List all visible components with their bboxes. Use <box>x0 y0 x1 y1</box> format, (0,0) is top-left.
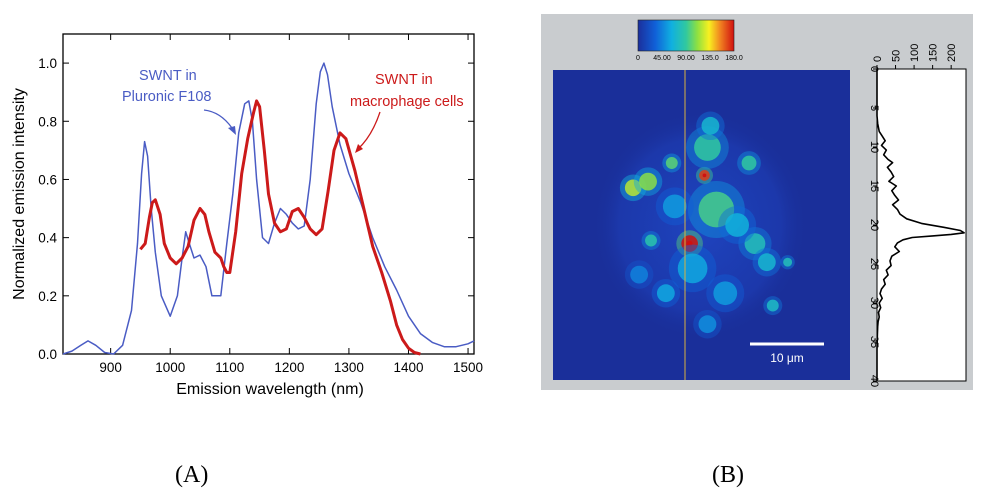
profile-x-tick-label: 200 <box>946 44 958 62</box>
fluorescent-spot <box>701 116 720 135</box>
series-line-macrophage <box>139 99 421 356</box>
x-tick-label: 1400 <box>393 360 423 375</box>
fluorescent-spot <box>694 134 721 161</box>
x-tick-label: 1200 <box>274 360 304 375</box>
annotation-macrophage-arrowhead <box>355 144 363 153</box>
line-profile-plot: 0 50 100 150 200 0 5 10 15 20 25 30 35 40 <box>868 44 967 387</box>
profile-y-tick-label: 0 <box>868 66 880 72</box>
profile-y-tick-label: 30 <box>868 297 880 309</box>
fluorescent-spot <box>698 315 717 334</box>
profile-x-tick-label: 150 <box>928 44 940 62</box>
fluorescent-spot <box>645 234 657 247</box>
profile-y-tick-label: 35 <box>868 336 880 348</box>
fluorescent-spot <box>744 233 766 254</box>
profile-frame <box>876 68 967 382</box>
profile-y-tick-label: 25 <box>868 258 880 270</box>
profile-x-tick-label: 0 <box>872 56 884 62</box>
colorbar-gradient <box>637 19 735 52</box>
caption-panel-a: (A) <box>175 462 209 488</box>
y-tick-label: 0.6 <box>38 172 57 187</box>
scale-bar-label: 10 μm <box>770 351 804 365</box>
x-tick-label: 1000 <box>155 360 185 375</box>
profile-x-tick-label: 100 <box>909 44 921 62</box>
fluorescent-spot <box>698 191 735 228</box>
annotation-pluronic-line1: SWNT in <box>139 68 197 84</box>
fluorescent-spot <box>656 284 675 303</box>
y-axis-label: Normalized emission intensity <box>11 88 28 300</box>
fluorescent-spot <box>783 257 793 267</box>
profile-y-tick-label: 20 <box>868 219 880 231</box>
fluorescent-spot <box>639 172 657 191</box>
colorbar-tick-label: 0 <box>636 55 640 62</box>
x-tick-label: 1500 <box>453 360 483 375</box>
panel-a-chart: 900 1000 1100 1200 1300 1400 1500 0.0 0.2 0.4 0.6… <box>11 33 483 398</box>
fluorescent-spot <box>624 179 642 197</box>
y-tick-label: 0.0 <box>38 347 57 362</box>
profile-y-tick-label: 5 <box>868 105 880 111</box>
fluorescent-spot <box>766 299 779 312</box>
y-axis-ticks: 0.0 0.2 0.4 0.6 0.8 1.0 <box>38 56 474 362</box>
fluorescent-spot <box>630 265 649 284</box>
profile-x-ticks: 0 50 100 150 200 <box>872 44 958 69</box>
plot-frame <box>62 33 475 355</box>
fluorescent-spot-core <box>702 173 707 178</box>
y-tick-label: 0.2 <box>38 289 57 304</box>
colorbar-tick-label: 180.0 <box>725 55 743 62</box>
x-axis-label: Emission wavelength (nm) <box>176 381 364 398</box>
annotation-macrophage-arrow <box>357 111 381 150</box>
profile-curve <box>876 69 965 381</box>
fluorescent-spot <box>741 155 757 171</box>
fluorescence-map: 10 μm <box>553 70 850 380</box>
x-tick-label: 900 <box>99 360 122 375</box>
colorbar-tick-label: 45.00 <box>653 55 671 62</box>
annotation-macrophage-line1: SWNT in <box>375 72 433 88</box>
profile-line <box>876 69 965 381</box>
profile-x-tick-label: 50 <box>891 50 903 62</box>
fluorescent-spot <box>677 253 708 284</box>
annotation-macrophage-line2: macrophage cells <box>350 94 464 110</box>
colorbar-ticks: 0 45.00 90.00 135.0 180.0 <box>636 55 743 62</box>
series-lines <box>62 62 475 356</box>
fluorescent-spots <box>619 111 795 339</box>
annotation-pluronic-line2: Pluronic F108 <box>122 89 211 105</box>
profile-y-tick-label: 10 <box>868 141 880 153</box>
y-tick-label: 0.4 <box>38 231 57 246</box>
profile-y-tick-label: 15 <box>868 180 880 192</box>
colorbar-tick-label: 135.0 <box>701 55 719 62</box>
fluorescent-spot <box>725 213 750 237</box>
annotations: SWNT in Pluronic F108 SWNT in macrophage… <box>122 68 464 153</box>
profile-y-tick-label: 40 <box>868 375 880 387</box>
colorbar-tick-label: 90.00 <box>677 55 695 62</box>
y-tick-label: 0.8 <box>38 114 57 129</box>
caption-panel-b: (B) <box>712 462 744 488</box>
x-axis-ticks: 900 1000 1100 1200 1300 1400 1500 <box>99 34 483 375</box>
fluorescent-spot <box>662 194 687 219</box>
fluorescent-spot <box>665 157 678 169</box>
panel-b: 0 45.00 90.00 135.0 180.0 10 μm 0 50 100 150 200… <box>541 14 973 390</box>
x-tick-label: 1300 <box>334 360 364 375</box>
fluorescent-spot-core <box>686 240 693 247</box>
y-tick-label: 1.0 <box>38 56 57 71</box>
colorbar: 0 45.00 90.00 135.0 180.0 <box>636 19 743 62</box>
fluorescent-spot <box>757 253 776 272</box>
annotation-pluronic-arrowhead <box>228 126 236 135</box>
x-tick-label: 1100 <box>215 360 244 375</box>
fluorescent-spot <box>713 281 738 306</box>
